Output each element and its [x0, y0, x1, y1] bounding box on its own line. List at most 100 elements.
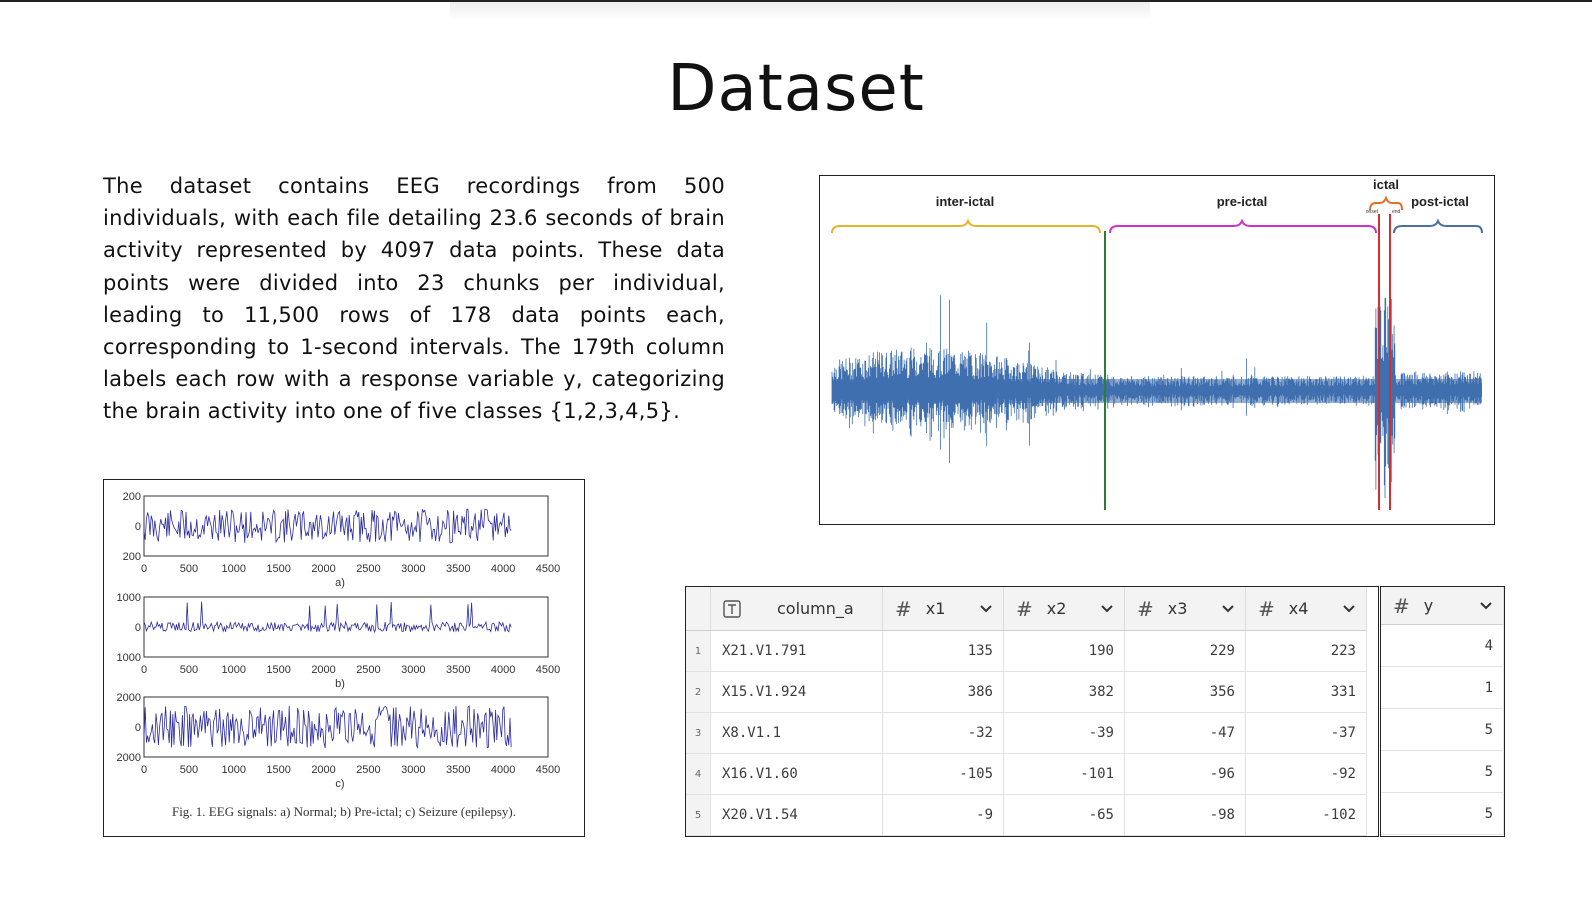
dataset-description: The dataset contains EEG recordings from… [103, 174, 725, 424]
fig1-caption: Fig. 1. EEG signals: a) Normal; b) Pre-i… [172, 804, 516, 819]
row-index: 4 [686, 754, 711, 795]
x3-cell[interactable]: 356 [1125, 672, 1246, 713]
label-end: end [1392, 209, 1401, 215]
number-type-icon: # [1137, 596, 1154, 621]
x2-cell[interactable]: -39 [1004, 713, 1125, 754]
data-table-grid: column_a # x1 # x2 # x3 # x4 1 X21.V1.791 135 1… [686, 587, 1378, 836]
column-a-label: column_a [777, 599, 854, 618]
x1-cell[interactable]: 386 [883, 672, 1004, 713]
fig1-ytick: 0 [135, 622, 141, 634]
fig1-ytick: 1000 [117, 652, 141, 664]
fig1-xtick: 1000 [222, 563, 246, 575]
fig1-xtick: 2000 [311, 764, 335, 776]
x1-label: x1 [925, 599, 946, 618]
fig1-xtick: 2000 [311, 664, 335, 676]
fig1-xtick: 500 [180, 764, 198, 776]
fig1-xtick: 2000 [311, 563, 335, 575]
column-a-header[interactable]: column_a [711, 587, 883, 631]
chevron-down-icon[interactable] [1221, 604, 1235, 614]
top-border-line [0, 0, 1592, 2]
x3-label: x3 [1167, 599, 1188, 618]
fig1-xtick: 4000 [491, 764, 515, 776]
chevron-down-icon[interactable] [1479, 601, 1493, 611]
fig1-panel-label: b) [335, 678, 345, 690]
text-type-icon [723, 599, 741, 618]
row-index: 2 [686, 672, 711, 713]
y-cell[interactable]: 5 [1381, 793, 1504, 835]
fig1-xtick: 1000 [222, 664, 246, 676]
x1-cell[interactable]: -9 [883, 795, 1004, 836]
x4-cell[interactable]: -92 [1246, 754, 1367, 795]
x3-cell[interactable]: 229 [1125, 631, 1246, 672]
label-ictal: ictal [1373, 177, 1399, 192]
row-index-header [686, 587, 711, 631]
x3-cell[interactable]: -47 [1125, 713, 1246, 754]
label-preictal: pre-ictal [1217, 194, 1268, 209]
x1-header[interactable]: # x1 [883, 587, 1004, 631]
x4-label: x4 [1288, 599, 1309, 618]
fig1-xtick: 3500 [446, 563, 470, 575]
fig1-ytick: 200 [123, 491, 141, 503]
label-postictal: post-ictal [1411, 194, 1469, 209]
x3-cell[interactable]: -96 [1125, 754, 1246, 795]
fig1-xtick: 2500 [356, 764, 380, 776]
eeg-phases-svg: inter-ictal pre-ictal ictal post-ictal o… [831, 177, 1483, 510]
fig1-panel-label: c) [335, 778, 344, 790]
fig1-xtick: 2500 [356, 563, 380, 575]
brace-ictal [1369, 195, 1403, 211]
chevron-down-icon[interactable] [1342, 604, 1356, 614]
column-a-cell[interactable]: X20.V1.54 [711, 795, 883, 836]
label-onset: onset [1366, 209, 1379, 215]
brace-interictal [831, 218, 1101, 234]
column-a-cell[interactable]: X15.V1.924 [711, 672, 883, 713]
x2-header[interactable]: # x2 [1004, 587, 1125, 631]
x4-cell[interactable]: 223 [1246, 631, 1367, 672]
data-table[interactable]: column_a # x1 # x2 # x3 # x4 1 X21.V1.791 135 1… [685, 586, 1379, 837]
chevron-down-icon[interactable] [1100, 604, 1114, 614]
slide-title: Dataset [667, 52, 925, 126]
fig1-xtick: 3500 [446, 764, 470, 776]
row-index: 3 [686, 713, 711, 754]
fig1-xtick: 4500 [536, 664, 560, 676]
fig1-xtick: 4500 [536, 764, 560, 776]
x3-header[interactable]: # x3 [1125, 587, 1246, 631]
x4-cell[interactable]: -37 [1246, 713, 1367, 754]
fig1-xtick: 500 [180, 563, 198, 575]
fig1-xtick: 3000 [401, 764, 425, 776]
fig1-xtick: 500 [180, 664, 198, 676]
x2-cell[interactable]: -65 [1004, 795, 1125, 836]
x1-cell[interactable]: -105 [883, 754, 1004, 795]
fig1-trace [143, 508, 512, 544]
column-a-cell[interactable]: X8.V1.1 [711, 713, 883, 754]
fig1-xtick: 1000 [222, 764, 246, 776]
row-index: 1 [686, 631, 711, 672]
y-cell[interactable]: 5 [1381, 751, 1504, 793]
column-a-cell[interactable]: X16.V1.60 [711, 754, 883, 795]
x2-cell[interactable]: -101 [1004, 754, 1125, 795]
y-cell[interactable]: 4 [1381, 625, 1504, 667]
chevron-down-icon[interactable] [979, 604, 993, 614]
label-interictal: inter-ictal [936, 194, 995, 209]
x1-cell[interactable]: -32 [883, 713, 1004, 754]
x3-cell[interactable]: -98 [1125, 795, 1246, 836]
brace-preictal [1109, 218, 1377, 234]
y-header[interactable]: # y [1381, 587, 1504, 625]
fig1-ytick: 200 [123, 551, 141, 563]
column-a-cell[interactable]: X21.V1.791 [711, 631, 883, 672]
y-cell[interactable]: 5 [1381, 709, 1504, 751]
fig1-ytick: 2000 [117, 752, 141, 764]
y-cell[interactable]: 1 [1381, 667, 1504, 709]
fig1-ytick: 0 [135, 521, 141, 533]
fig1-xtick: 3000 [401, 563, 425, 575]
x4-cell[interactable]: 331 [1246, 672, 1367, 713]
x2-cell[interactable]: 190 [1004, 631, 1125, 672]
x2-cell[interactable]: 382 [1004, 672, 1125, 713]
x1-cell[interactable]: 135 [883, 631, 1004, 672]
y-label: y [1423, 596, 1434, 615]
x4-cell[interactable]: -102 [1246, 795, 1367, 836]
x4-header[interactable]: # x4 [1246, 587, 1367, 631]
fig1-xtick: 1500 [266, 764, 290, 776]
